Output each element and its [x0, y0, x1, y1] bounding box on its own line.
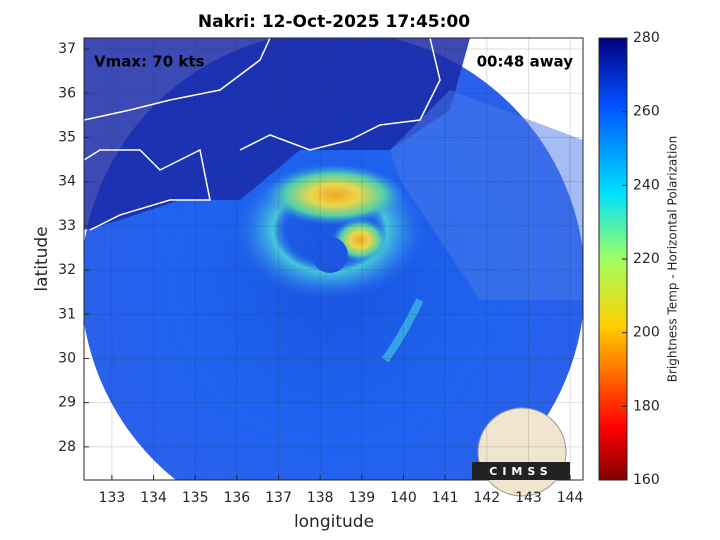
x-tick-label: 137 [265, 490, 292, 506]
logo: CIMSS [472, 407, 570, 497]
logo-disc [477, 407, 567, 497]
eye [312, 237, 348, 273]
spiral-band [381, 298, 424, 363]
cold-land [84, 38, 470, 230]
colorbar-tick-label: 280 [633, 30, 660, 46]
logo-band [472, 462, 570, 480]
x-tick-label: 142 [473, 490, 500, 506]
imagery [84, 38, 583, 480]
x-tick-label: 140 [390, 490, 417, 506]
y-tick-label: 36 [58, 85, 76, 101]
x-tick-label: 138 [307, 490, 334, 506]
colorbar-tick-label: 180 [633, 398, 660, 414]
logo-text: CIMSS [489, 465, 552, 478]
x-tick-label: 143 [515, 490, 542, 506]
warm-core [265, 165, 405, 225]
title: Nakri: 12-Oct-2025 17:45:00 [198, 12, 470, 32]
x-tick-label: 139 [348, 490, 375, 506]
x-tick-label: 133 [99, 490, 126, 506]
y-tick-label: 29 [58, 395, 76, 411]
colorbar-label: Brightness Temp - Horizontal Polarizatio… [666, 136, 680, 383]
y-tick-label: 30 [58, 350, 76, 366]
y-tick-label: 31 [58, 306, 76, 322]
colorbar-tick-label: 200 [633, 325, 660, 341]
colorbar-tick-label: 240 [633, 177, 660, 193]
swath-edge [390, 90, 583, 300]
y-tick-label: 32 [58, 262, 76, 278]
y-tick-label: 28 [58, 439, 76, 455]
intensity-label: Vmax: 70 kts [94, 53, 204, 71]
colorbar-tick-label: 160 [633, 472, 660, 488]
plot-frame [83, 37, 584, 481]
x-tick-label: 144 [557, 490, 584, 506]
colorbar-tick-label: 260 [633, 104, 660, 120]
x-tick-label: 134 [140, 490, 167, 506]
x-tick-label: 136 [223, 490, 250, 506]
y-axis-label: latitude [32, 226, 52, 291]
coastline [84, 148, 211, 231]
y-tick-label: 33 [58, 218, 76, 234]
x-tick-label: 135 [182, 490, 209, 506]
coastline [84, 38, 271, 121]
time-label: 00:48 away [477, 53, 574, 71]
y-tick-label: 35 [58, 129, 76, 145]
y-tick-label: 37 [58, 41, 76, 57]
colorbar-tick-label: 220 [633, 251, 660, 267]
x-tick-label: 141 [432, 490, 459, 506]
coastline [239, 38, 441, 151]
y-tick-label: 34 [58, 174, 76, 190]
x-axis-label: longitude [294, 512, 374, 532]
